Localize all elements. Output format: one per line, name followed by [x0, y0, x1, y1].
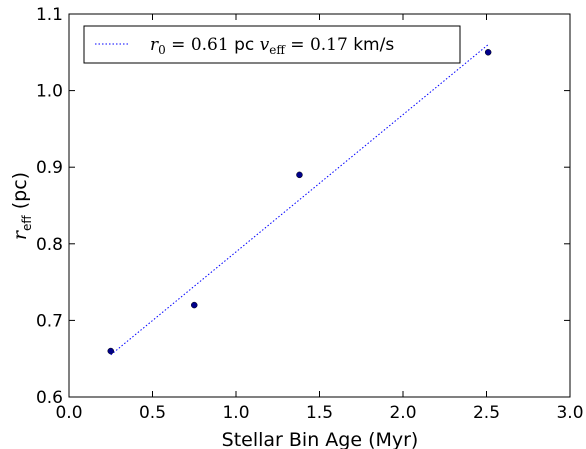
- x-tick-label: 0.0: [55, 403, 82, 423]
- y-tick-label: 0.8: [36, 235, 63, 255]
- x-tick-label: 1.5: [306, 403, 333, 423]
- data-point: [484, 49, 492, 56]
- y-tick-label: 0.6: [36, 388, 63, 408]
- data-points: [107, 49, 492, 355]
- y-tick-label: 0.9: [36, 158, 63, 178]
- plot-frame: [68, 13, 571, 398]
- y-tick-label: 1.0: [36, 82, 63, 102]
- x-tick-label: 2.5: [473, 403, 500, 423]
- fit-line-layer: [110, 44, 489, 356]
- data-point: [191, 301, 198, 309]
- y-tick-label: 0.7: [36, 311, 63, 331]
- x-tick-label: 0.5: [139, 403, 166, 423]
- x-axis-label: Stellar Bin Age (Myr): [222, 429, 419, 449]
- legend-label: r0 = 0.61 pc veff = 0.17 km/s: [150, 35, 394, 57]
- x-axis-ticks: 0.0 0.5 1.0 1.5 2.0 2.5 3.0: [55, 14, 584, 423]
- x-tick-label: 3.0: [556, 403, 583, 423]
- y-axis-ticks: 0.6 0.7 0.8 0.9 1.0 1.1: [36, 5, 570, 408]
- x-tick-label: 2.0: [389, 403, 416, 423]
- legend: r0 = 0.61 pc veff = 0.17 km/s: [83, 25, 461, 64]
- x-tick-label: 1.0: [222, 403, 249, 423]
- data-point: [296, 171, 303, 179]
- data-point: [107, 347, 114, 355]
- legend-box: [83, 25, 461, 64]
- y-axis-label: reff (pc): [9, 172, 34, 240]
- y-tick-label: 1.1: [36, 5, 63, 25]
- fit-line: [110, 44, 489, 356]
